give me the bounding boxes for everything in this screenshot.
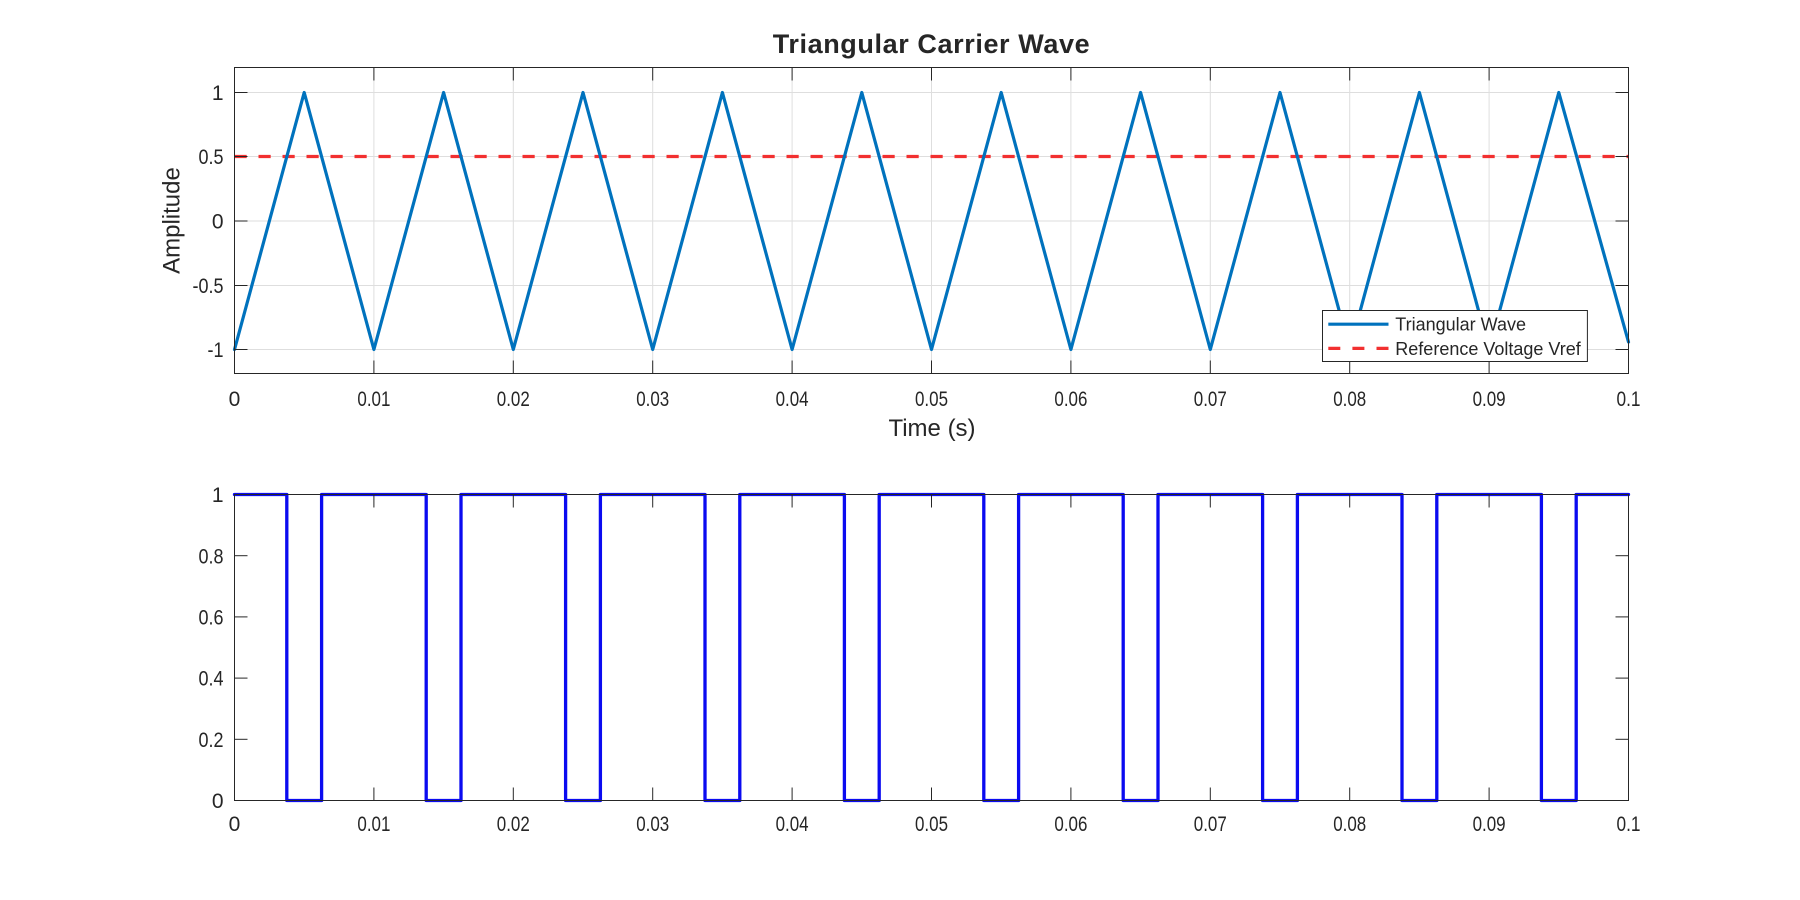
svg-text:0.02: 0.02 xyxy=(497,813,530,836)
svg-text:0.04: 0.04 xyxy=(776,813,809,836)
svg-text:0.04: 0.04 xyxy=(776,388,809,411)
svg-text:0.2: 0.2 xyxy=(199,729,224,752)
svg-text:0.01: 0.01 xyxy=(357,388,390,411)
svg-text:Triangular Wave: Triangular Wave xyxy=(1395,315,1526,335)
svg-text:-0.5: -0.5 xyxy=(193,275,224,298)
svg-text:1: 1 xyxy=(212,484,224,507)
svg-text:0.01: 0.01 xyxy=(357,813,390,836)
svg-text:0.02: 0.02 xyxy=(497,388,530,411)
svg-text:0.1: 0.1 xyxy=(1617,388,1641,411)
svg-text:-1: -1 xyxy=(208,339,224,362)
svg-text:0.6: 0.6 xyxy=(199,607,224,630)
svg-text:0: 0 xyxy=(229,813,241,836)
svg-text:0.8: 0.8 xyxy=(199,545,224,568)
svg-text:0.06: 0.06 xyxy=(1054,813,1087,836)
svg-text:0.5: 0.5 xyxy=(199,146,224,169)
svg-text:0.03: 0.03 xyxy=(636,813,669,836)
svg-text:1: 1 xyxy=(212,82,224,105)
svg-text:0: 0 xyxy=(229,388,241,411)
svg-text:0.06: 0.06 xyxy=(1054,388,1087,411)
svg-text:0.03: 0.03 xyxy=(636,388,669,411)
svg-text:0.05: 0.05 xyxy=(915,388,948,411)
svg-text:Triangular Carrier Wave: Triangular Carrier Wave xyxy=(773,29,1090,59)
svg-text:0.07: 0.07 xyxy=(1194,388,1227,411)
svg-text:0.07: 0.07 xyxy=(1194,813,1227,836)
svg-text:0.09: 0.09 xyxy=(1473,388,1506,411)
svg-text:0.05: 0.05 xyxy=(915,813,948,836)
svg-text:Time (s): Time (s) xyxy=(888,415,975,442)
svg-text:0.09: 0.09 xyxy=(1473,813,1506,836)
svg-text:0.08: 0.08 xyxy=(1333,813,1366,836)
svg-text:0: 0 xyxy=(212,211,224,234)
svg-text:0.4: 0.4 xyxy=(199,668,224,691)
svg-text:0: 0 xyxy=(212,790,224,813)
svg-text:0.1: 0.1 xyxy=(1617,813,1641,836)
svg-text:0.08: 0.08 xyxy=(1333,388,1366,411)
svg-text:Reference Voltage Vref: Reference Voltage Vref xyxy=(1395,339,1581,359)
svg-text:Amplitude: Amplitude xyxy=(159,167,186,274)
